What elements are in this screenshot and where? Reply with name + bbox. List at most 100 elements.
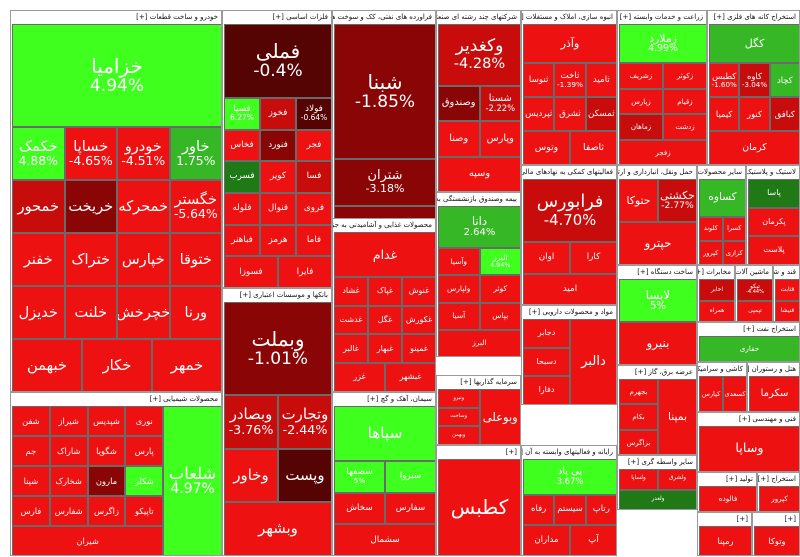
sector-title[interactable]: سایر محصولات کانی غیرفلزی [+] xyxy=(698,166,745,178)
stock-tile[interactable]: غنوش xyxy=(402,276,435,306)
stock-tile[interactable]: وبصادر -3.76% xyxy=(224,395,278,449)
stock-tile[interactable]: رمپنا xyxy=(699,526,751,555)
stock-tile[interactable]: زملارد 4.99% xyxy=(619,24,706,64)
stock-tile[interactable]: زاگرس xyxy=(87,496,126,526)
stock-tile[interactable]: کپارس xyxy=(699,376,723,411)
stock-tile[interactable]: فملی -0.4% xyxy=(224,24,331,98)
stock-tile[interactable]: قنیشا xyxy=(775,300,799,321)
stock-tile[interactable]: کرمان xyxy=(709,131,799,164)
sector-title[interactable]: زراعت و خدمات وابسته [+] xyxy=(618,11,706,23)
stock-tile[interactable]: سپاها xyxy=(334,406,435,461)
stock-tile[interactable]: فسرب xyxy=(224,161,260,193)
stock-tile[interactable]: ختراک xyxy=(64,233,117,286)
stock-tile[interactable]: ختوقا xyxy=(169,233,221,286)
stock-tile[interactable]: وسپه xyxy=(438,156,520,191)
stock-tile[interactable]: وآذر xyxy=(523,24,616,64)
sector-title[interactable]: ساخت دستگاه [+] xyxy=(618,266,696,278)
stock-tile[interactable]: آسیا xyxy=(438,302,480,330)
sector-title[interactable]: لاستیک و پلاستیک [+] xyxy=(747,166,799,178)
sector-title[interactable]: انبوه سازی، املاک و مستغلات [+] xyxy=(522,11,616,23)
sector-title[interactable]: [+] xyxy=(698,513,751,525)
stock-tile[interactable]: کلوند xyxy=(699,216,723,241)
stock-tile[interactable]: کنور xyxy=(739,97,770,132)
stock-tile[interactable]: فالوده xyxy=(699,486,756,511)
stock-tile[interactable]: شپدیس xyxy=(87,406,126,436)
stock-tile[interactable]: غشاد xyxy=(334,276,368,306)
stock-tile[interactable]: تپمپی xyxy=(737,300,772,321)
stock-tile[interactable]: پارس xyxy=(125,436,164,466)
stock-tile[interactable]: هرمز xyxy=(260,224,296,257)
stock-tile[interactable]: وکغدیر -4.28% xyxy=(438,24,520,86)
stock-tile[interactable]: خکمک 4.88% xyxy=(12,127,65,181)
stock-tile[interactable]: غپاک xyxy=(368,276,402,306)
stock-tile[interactable]: وبملت -1.01% xyxy=(224,302,331,396)
stock-tile[interactable]: لابسا 5% xyxy=(619,279,696,322)
stock-tile[interactable]: مداران xyxy=(523,525,570,555)
stock-tile[interactable]: ثشرق xyxy=(554,97,586,132)
stock-tile[interactable]: سشمال xyxy=(334,524,435,555)
stock-tile[interactable]: پکرمان xyxy=(748,207,799,237)
stock-tile[interactable]: کویر xyxy=(260,161,296,193)
stock-tile[interactable]: غالبر xyxy=(334,334,368,364)
stock-tile[interactable]: سخاش xyxy=(334,492,385,525)
sector-title[interactable]: استخراج کانه های فلزی [+] xyxy=(708,11,799,23)
stock-tile[interactable]: کگل xyxy=(709,24,799,64)
sector-title[interactable]: استخراج [+] xyxy=(758,473,799,485)
stock-tile[interactable]: حتوکا xyxy=(619,179,658,222)
stock-tile[interactable]: وخاور xyxy=(224,448,278,503)
sector-title[interactable]: مخابرات [+] xyxy=(698,266,734,278)
stock-tile[interactable]: کسعدی xyxy=(723,376,746,411)
stock-tile[interactable]: البرز xyxy=(438,329,520,356)
stock-tile[interactable]: بکام xyxy=(619,404,658,430)
sector-title[interactable]: سرمایه گذاریها [+] xyxy=(437,376,520,388)
stock-tile[interactable]: دفارا xyxy=(523,376,570,404)
stock-tile[interactable]: ثاصفا xyxy=(570,131,616,164)
stock-tile[interactable]: فخوز xyxy=(260,97,296,130)
sector-title[interactable]: بانکها و موسسات اعتباری [+] xyxy=(223,289,331,301)
sector-title[interactable]: [+] xyxy=(753,513,799,525)
stock-tile[interactable]: وساپا xyxy=(699,426,799,471)
stock-tile[interactable]: شاراک xyxy=(49,436,88,466)
stock-tile[interactable]: غبهار xyxy=(368,334,402,364)
stock-tile[interactable]: فجر xyxy=(296,129,331,162)
stock-tile[interactable]: کارا xyxy=(570,242,616,274)
sector-title[interactable]: رایانه و فعالیتهای وابسته به آن [+] xyxy=(522,446,616,458)
stock-tile[interactable]: دجابر xyxy=(523,319,570,348)
stock-tile[interactable]: دالبر xyxy=(570,319,616,404)
stock-tile[interactable]: دانا 2.64% xyxy=(438,206,520,249)
stock-tile[interactable]: فنوال xyxy=(260,192,296,225)
stock-tile[interactable]: جم xyxy=(12,436,50,466)
stock-tile[interactable]: بجهرم xyxy=(619,379,658,405)
stock-tile[interactable]: غگل xyxy=(368,305,402,335)
stock-tile[interactable]: شبنا -1.85% xyxy=(334,24,435,159)
stock-tile[interactable]: ونیرو xyxy=(438,389,480,408)
sector-title[interactable]: قند و شکر [+] xyxy=(774,266,799,278)
stock-tile[interactable]: پاسا xyxy=(748,179,799,208)
stock-tile[interactable]: وساخت xyxy=(438,407,480,427)
sector-title[interactable]: فراورده های نفتی، کک و سوخت هسته ای [+] xyxy=(333,11,435,23)
stock-tile[interactable]: تپکو -4.44% xyxy=(737,279,772,301)
sector-title[interactable]: فعالیتهای کمکی به نهادهای مالی [+] xyxy=(522,166,616,178)
stock-tile[interactable]: زقیام xyxy=(663,88,706,115)
sector-title[interactable]: عرضه برق، گاز [+] xyxy=(618,366,696,378)
stock-tile[interactable]: شتران -3.18% xyxy=(334,158,435,206)
stock-tile[interactable]: زکوثر xyxy=(663,63,706,89)
stock-tile[interactable]: کپرور xyxy=(759,486,799,511)
stock-tile[interactable]: خمهر xyxy=(152,339,221,391)
stock-tile[interactable]: وبهمن xyxy=(438,426,480,444)
stock-tile[interactable]: غبشهر xyxy=(385,363,435,391)
sector-title[interactable]: استخراج نفت [+] xyxy=(698,323,799,335)
sector-title[interactable]: سیمان، آهک و گچ [+] xyxy=(333,393,435,405)
stock-tile[interactable]: خزامیا 4.94% xyxy=(12,24,221,128)
stock-tile[interactable]: فایرا xyxy=(278,256,331,287)
stock-tile[interactable]: شپنا xyxy=(12,466,50,496)
stock-tile[interactable]: کچاد xyxy=(769,63,799,98)
sector-title[interactable]: تولید [+] xyxy=(698,473,756,485)
stock-tile[interactable]: غدشت xyxy=(334,305,368,335)
stock-tile[interactable]: همراه xyxy=(699,300,734,321)
stock-tile[interactable]: سصفها 5% xyxy=(334,461,385,493)
sector-title[interactable]: شرکتهای چند رشته ای صنعتی [+] xyxy=(437,11,520,23)
stock-tile[interactable]: ورنا xyxy=(169,286,221,339)
stock-tile[interactable]: خلنت xyxy=(64,286,117,339)
